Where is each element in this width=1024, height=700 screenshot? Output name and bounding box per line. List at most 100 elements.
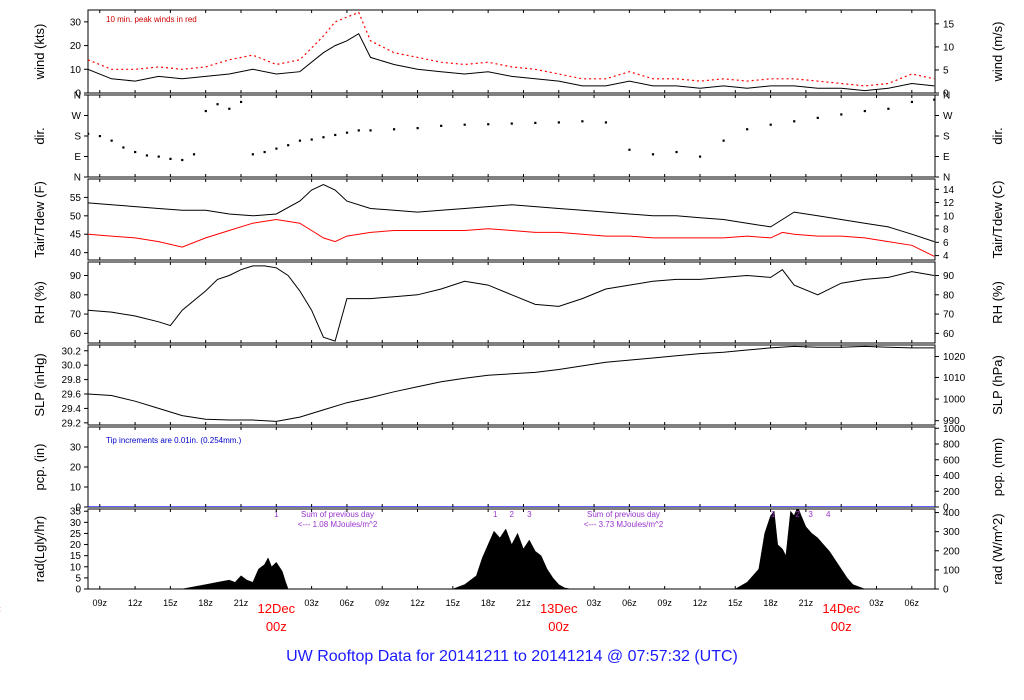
- dir-point: [628, 148, 631, 151]
- rad-left-tick-label: 15: [70, 551, 82, 562]
- dir-point: [88, 132, 90, 135]
- x-tick-label: 03z: [869, 598, 884, 608]
- slp-left-tick-label: 29.2: [62, 418, 82, 429]
- dir-point: [157, 155, 160, 158]
- x-tick-label: 09z: [657, 598, 672, 608]
- wind-left-tick-label: 10: [70, 65, 82, 76]
- x-tick-label: 21z: [516, 598, 531, 608]
- dir-point: [440, 124, 443, 127]
- rad-day-marker: 1: [493, 510, 498, 519]
- dir-point: [98, 135, 101, 138]
- slp-frame: [87, 344, 936, 426]
- x-tick-label: 09z: [375, 598, 390, 608]
- pcp-right-tick-label: 1000: [943, 424, 966, 435]
- pcp-annotation: Tip increments are 0.01in. (0.254mm.): [106, 436, 242, 445]
- rh-right-tick-label: 70: [943, 310, 955, 321]
- temp-right-tick-label: 4: [943, 251, 949, 262]
- rad-right-tick-label: 400: [943, 508, 960, 519]
- date-label: 14Dec: [822, 601, 860, 616]
- rad-left-tick-label: 35: [70, 507, 82, 518]
- x-tick-label: 15z: [446, 598, 461, 608]
- x-tick-label: 12z: [128, 598, 143, 608]
- wind-frame: [87, 9, 936, 94]
- temp-frame: [87, 178, 936, 261]
- rh-right-tick-label: 60: [943, 329, 955, 340]
- rad-sum-value: <--- 3.73 MJoules/m^2: [584, 520, 664, 529]
- dir-point: [769, 123, 772, 126]
- dir-right-tick-label: E: [943, 152, 950, 163]
- dir-point: [722, 139, 725, 142]
- dir-point: [675, 150, 678, 154]
- rad-left-tick-label: 0: [75, 585, 81, 596]
- dir-point: [204, 109, 207, 113]
- rh-left-tick-label: 80: [70, 290, 82, 301]
- wind-annotation: 10 min. peak winds in red: [106, 15, 197, 24]
- rh-right-tick-label: 90: [943, 271, 955, 282]
- dir-point: [169, 157, 172, 160]
- rad-left-tick-label: 30: [70, 518, 82, 529]
- date-label: ec: [0, 601, 1, 616]
- rad-day-marker: 3: [808, 510, 813, 519]
- x-tick-label: 15z: [163, 598, 178, 608]
- dir-point: [463, 123, 466, 126]
- date-hour-label: 00z: [266, 619, 287, 634]
- rad-day-marker: 2: [509, 510, 514, 519]
- dir-point: [416, 127, 419, 130]
- panel-wind: 0 10 20 30 0 5 10 15 wind (kts) wind (m/s) 10 min.…: [32, 9, 1005, 100]
- x-tick-label: 06z: [340, 598, 355, 608]
- slp-left-tick-label: 30.2: [62, 346, 82, 357]
- dir-point: [840, 113, 843, 116]
- dir-point: [557, 121, 560, 124]
- rad-right-tick-label: 100: [943, 565, 960, 576]
- dir-frame: [87, 94, 936, 178]
- pcp-right-tick-label: 200: [943, 487, 960, 498]
- panel-pcp: 0 10 20 30 0 200 400 600 800 1000 pcp. (in) pcp. (m…: [32, 424, 1005, 514]
- temp-plot-area: [88, 183, 935, 257]
- rad-left-axis-label: rad(Lgly/hr): [32, 516, 47, 582]
- dir-point: [322, 136, 325, 139]
- dir-point: [933, 98, 935, 101]
- slp-right-tick-label: 1020: [943, 352, 966, 363]
- rh-right-tick-label: 80: [943, 290, 955, 301]
- dir-left-tick-label: N: [74, 91, 81, 102]
- x-tick-label: 06z: [622, 598, 637, 608]
- x-tick-label: 03z: [587, 598, 602, 608]
- rh-right-axis-label: RH (%): [990, 281, 1005, 324]
- wind-right-axis-label: wind (m/s): [990, 22, 1005, 83]
- rad-sum-value: <--- 1.08 MJoules/m^2: [298, 520, 378, 529]
- dir-point: [298, 139, 302, 142]
- dir-right-tick-label: S: [943, 132, 950, 143]
- dir-point: [581, 120, 584, 123]
- dir-point: [793, 120, 796, 123]
- wind-left-tick-label: 20: [70, 41, 82, 52]
- dir-point: [216, 103, 219, 106]
- dir-point: [275, 147, 278, 150]
- x-tick-label: 18z: [481, 598, 496, 608]
- wind-right-tick-label: 5: [943, 65, 949, 76]
- temp-left-tick-label: 55: [70, 193, 82, 204]
- dir-left-axis-label: dir.: [32, 127, 47, 144]
- x-tick-label: 03z: [304, 598, 319, 608]
- rad-plot-area: [182, 509, 865, 589]
- pcp-right-tick-label: 600: [943, 455, 960, 466]
- x-tick-label: 21z: [234, 598, 249, 608]
- dir-left-tick-label: S: [74, 132, 81, 143]
- slp-plot-area: [88, 345, 935, 422]
- wind-right-tick-label: 10: [943, 42, 955, 53]
- pcp-right-tick-label: 0: [943, 503, 949, 514]
- dir-point: [910, 100, 914, 104]
- date-label: 12Dec: [258, 601, 296, 616]
- dir-point: [698, 155, 702, 158]
- rh-left-tick-label: 90: [70, 271, 82, 282]
- slp-left-axis-label: SLP (inHg): [32, 353, 47, 416]
- slp-left-tick-label: 30.0: [62, 361, 82, 372]
- footer-title: UW Rooftop Data for 20141211 to 20141214…: [286, 648, 738, 665]
- dir-right-tick-label: N: [943, 91, 950, 102]
- temp-left-tick-label: 40: [70, 248, 82, 259]
- temp-right-tick-label: 10: [943, 211, 955, 222]
- wind-right-tick-label: 0: [943, 89, 949, 100]
- pcp-left-tick-label: 30: [70, 443, 82, 454]
- pcp-left-tick-label: 20: [70, 463, 82, 474]
- dir-point: [345, 131, 349, 134]
- x-tick-label: 15z: [728, 598, 743, 608]
